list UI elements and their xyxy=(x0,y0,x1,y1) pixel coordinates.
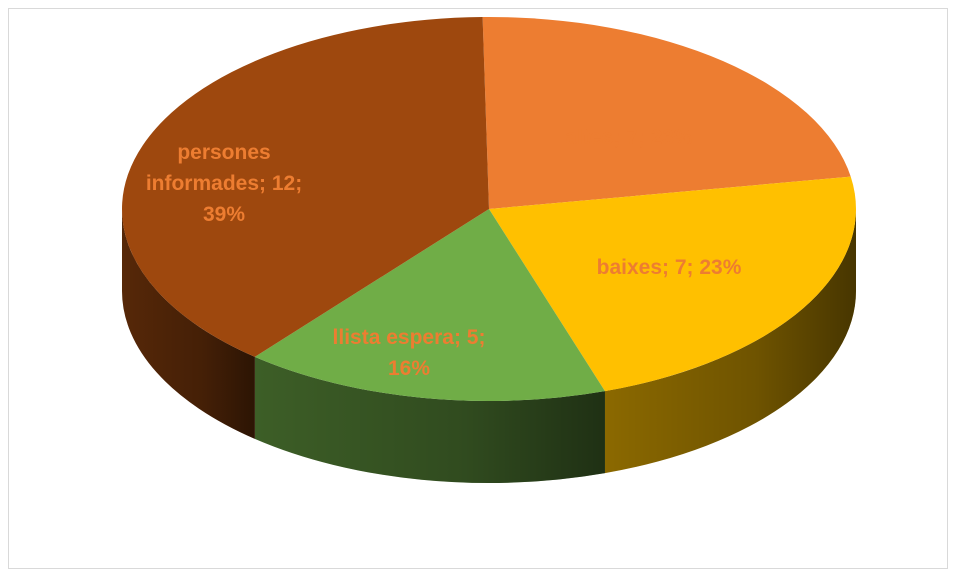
data-label-baixes: baixes; 7; 23% xyxy=(597,256,742,279)
pie-side-shade-baixes xyxy=(604,209,856,474)
data-label-altes: altes; 7; 23% xyxy=(565,126,693,149)
data-label-persones-informades: persones informades; 12; 39% xyxy=(146,141,302,226)
pie-slice-altes[interactable] xyxy=(482,17,851,209)
pie-slice-persones-informades[interactable] xyxy=(121,17,490,357)
pie-side-shade-persones-informades xyxy=(122,209,255,439)
pie-side-shade-llista-espera xyxy=(254,356,605,483)
data-label-llista-espera: llista espera; 5; 16% xyxy=(333,326,486,380)
pie-slice-llista-espera[interactable] xyxy=(254,209,605,401)
chart-area: altes; 7; 23% baixes; 7; 23% llista espera… xyxy=(8,8,948,569)
pie-slice-baixes[interactable] xyxy=(489,176,856,392)
pie-chart: altes; 7; 23% baixes; 7; 23% llista espera… xyxy=(121,17,856,483)
